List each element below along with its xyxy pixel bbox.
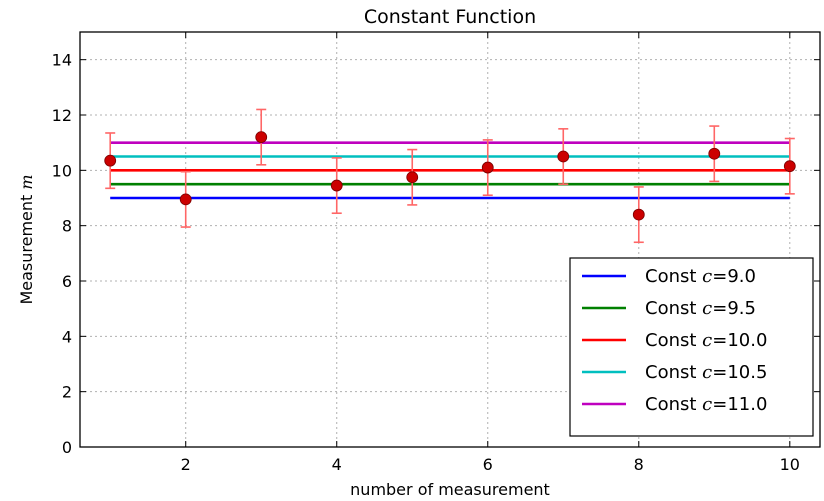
y-tick-label: 4	[62, 327, 72, 346]
y-tick-label: 2	[62, 383, 72, 402]
x-axis-label: number of measurement	[350, 480, 550, 499]
legend-label-var: c	[702, 362, 712, 383]
measurement-point	[632, 208, 645, 221]
legend-label-prefix: Const	[645, 266, 702, 287]
measurement-point	[179, 193, 192, 206]
measurement-point	[481, 161, 494, 174]
plot-frame	[79, 31, 821, 448]
y-axis-label: Measurement m	[17, 174, 36, 304]
y-tick-label: 8	[62, 217, 72, 236]
legend-label-var: c	[702, 330, 712, 351]
measurement-point	[557, 150, 570, 163]
measurement-points	[104, 131, 796, 221]
x-tick-label: 2	[181, 455, 191, 474]
legend-label-value: =10.5	[712, 362, 767, 383]
legend-label-value: =9.5	[712, 298, 756, 319]
legend-label: Const c=9.0	[645, 266, 756, 287]
x-tick-label: 4	[332, 455, 342, 474]
legend-label-value: =11.0	[712, 394, 767, 415]
error-bars	[105, 108, 795, 244]
legend-label-var: c	[702, 298, 712, 319]
legend-label-prefix: Const	[645, 362, 702, 383]
legend-label-var: c	[702, 266, 712, 287]
legend-label-value: =10.0	[712, 330, 767, 351]
legend-box	[569, 257, 814, 437]
measurement-point	[255, 131, 268, 144]
measurement-point	[708, 147, 721, 160]
legend-label: Const c=10.5	[645, 362, 767, 383]
y-tick-label: 6	[62, 272, 72, 291]
legend-label: Const c=9.5	[645, 298, 756, 319]
y-axis-label-var: m	[17, 174, 36, 189]
y-tick-label: 12	[52, 106, 72, 125]
y-tick-label: 10	[52, 161, 72, 180]
legend-label-value: =9.0	[712, 266, 756, 287]
constant-lines	[110, 141, 790, 200]
y-tick-label: 0	[62, 438, 72, 457]
legend-label-var: c	[702, 394, 712, 415]
y-tick-label: 14	[52, 51, 72, 70]
legend-label-prefix: Const	[645, 298, 702, 319]
chart-title: Constant Function	[364, 6, 536, 28]
x-tick-label: 10	[780, 455, 800, 474]
measurement-point	[330, 179, 343, 192]
legend-label-prefix: Const	[645, 394, 702, 415]
legend-label: Const c=11.0	[645, 394, 767, 415]
x-tick-label: 8	[634, 455, 644, 474]
measurement-point	[406, 171, 419, 184]
measurement-point	[783, 160, 796, 173]
x-tick-label: 6	[483, 455, 493, 474]
y-axis-label-text: Measurement	[17, 190, 36, 305]
measurement-point	[104, 154, 117, 167]
axis-ticks: 2 4 6 8 10 0 2 4 6 8 10 12 14	[52, 32, 820, 474]
legend-label-prefix: Const	[645, 330, 702, 351]
legend-label: Const c=10.0	[645, 330, 767, 351]
